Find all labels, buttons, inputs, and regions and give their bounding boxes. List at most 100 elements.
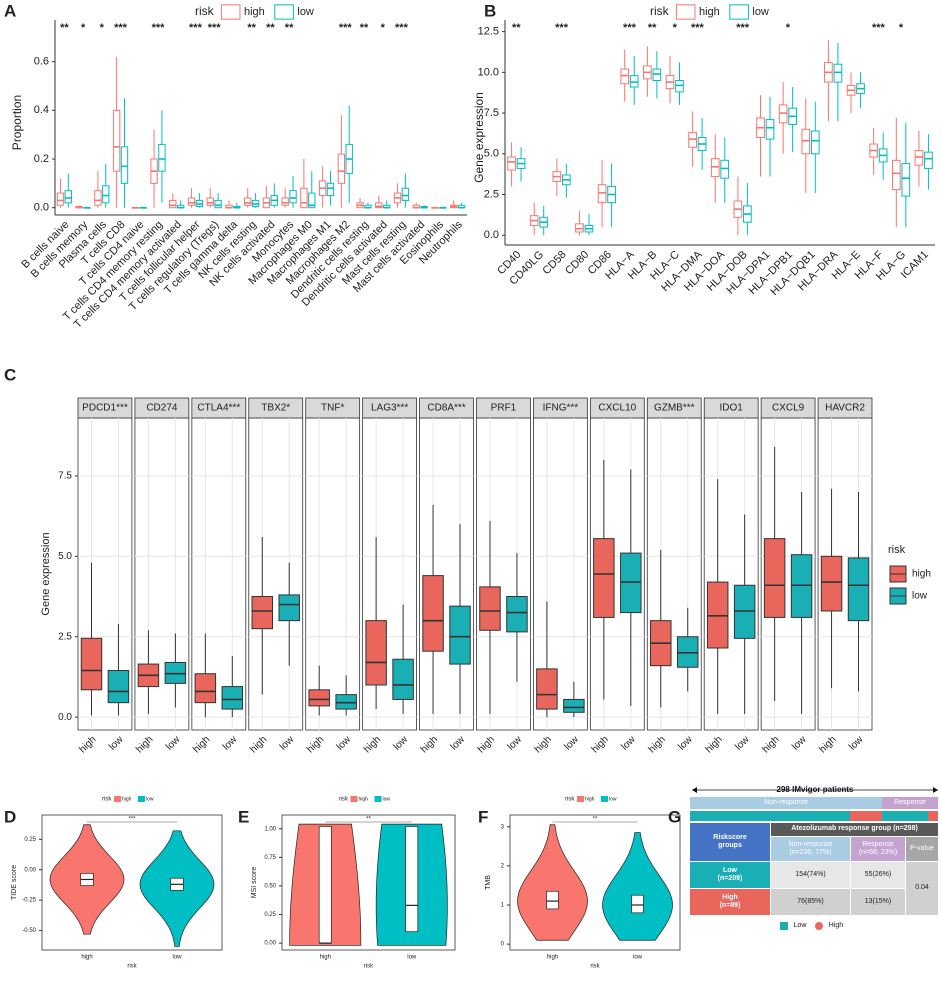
y-tick-label: 0.0 (58, 712, 72, 723)
panel (248, 417, 304, 731)
box (80, 637, 103, 691)
y-axis-label: Proportion (10, 95, 24, 150)
significance: *** (189, 22, 203, 34)
significance: ** (366, 817, 371, 823)
significance: ** (247, 22, 256, 34)
x-tick-label: CD58 (540, 249, 568, 277)
box (914, 150, 924, 166)
strip (760, 397, 816, 419)
strip-label: TNF* (321, 403, 344, 414)
x-tick-label: high (647, 734, 668, 755)
y-tick-label: 0.4 (34, 104, 49, 116)
box (620, 552, 642, 614)
legend-label: low (912, 591, 928, 602)
strip-label: GZMB*** (654, 403, 695, 414)
x-tick-label: low (506, 734, 525, 753)
box (169, 199, 177, 209)
box (507, 156, 516, 171)
legend-label: high (912, 569, 931, 580)
x-tick-label: high (547, 955, 558, 961)
g-strip (928, 811, 938, 821)
g-strip (690, 811, 938, 821)
legend-label: high (585, 796, 595, 802)
legend-key (114, 796, 121, 802)
box (214, 199, 222, 209)
strip (476, 397, 531, 419)
significance: *** (128, 817, 136, 823)
g-legend-key (815, 922, 823, 930)
significance: * (381, 22, 386, 34)
box (449, 605, 471, 665)
y-tick-label: 2.5 (484, 188, 499, 200)
y-tick-label: 1 (501, 903, 505, 909)
g-cell: 154(74%) (771, 862, 850, 888)
significance: *** (623, 22, 637, 34)
y-tick-label: 7.5 (484, 107, 499, 119)
y-tick-label: 7.5 (58, 471, 72, 482)
legend-key (729, 4, 749, 20)
legend-key (274, 4, 294, 20)
violin (602, 832, 673, 941)
x-tick-label: high (134, 734, 155, 755)
box (405, 826, 419, 933)
g-header: Riskscore groups (690, 823, 770, 861)
strip (362, 397, 417, 419)
g-title: 298 IMvigor patients (776, 785, 854, 795)
significance: ** (266, 22, 275, 34)
y-tick-label: 1.00 (264, 826, 276, 832)
box (251, 596, 274, 630)
y-tick-label: 2.5 (58, 631, 72, 642)
box (64, 190, 72, 204)
x-tick-label: low (449, 734, 468, 753)
strip-label: HAVCR2 (825, 403, 865, 414)
g-strip (850, 811, 882, 821)
box (375, 202, 383, 209)
frame (509, 814, 681, 951)
x-axis-label: risk (590, 964, 600, 970)
box (206, 197, 214, 206)
box (120, 146, 129, 184)
box (244, 197, 252, 206)
box (289, 190, 297, 204)
significance: ** (648, 22, 657, 34)
box (676, 636, 699, 668)
box (763, 538, 786, 618)
box (675, 79, 684, 93)
box (422, 575, 444, 652)
strip (191, 397, 247, 419)
strip-label: CXCL9 (772, 403, 805, 414)
y-axis-label: MSI score (251, 867, 258, 899)
box (790, 554, 813, 618)
strip (817, 397, 873, 419)
strip (589, 397, 645, 419)
box (335, 694, 357, 710)
x-tick-label: low (633, 955, 643, 961)
x-tick-label: high (533, 734, 554, 755)
x-tick-label: high (817, 734, 838, 755)
strip-label: IFNG*** (543, 403, 579, 414)
strip (305, 397, 361, 419)
panel-letter: G (668, 807, 681, 826)
y-tick-label: 5.0 (58, 551, 72, 562)
x-tick-label: high (320, 955, 331, 961)
significance: *** (339, 22, 353, 34)
strip-label: CXCL10 (598, 403, 636, 414)
strip-label: TBX2* (261, 403, 290, 414)
strip-label: PRF1 (491, 403, 517, 414)
strip (646, 397, 702, 419)
box (706, 581, 729, 649)
y-tick-label: 10.0 (478, 66, 499, 78)
x-tick-label: low (107, 734, 126, 753)
strip (77, 397, 133, 419)
legend-label: high (122, 796, 132, 802)
significance: *** (555, 22, 569, 34)
legend-title: risk (565, 797, 575, 803)
x-tick-label: low (221, 734, 240, 753)
x-tick-label: low (733, 734, 752, 753)
x-tick-label: low (164, 734, 183, 753)
box (820, 555, 843, 612)
g-cell: 13(15%) (851, 889, 905, 915)
legend-label: low (297, 6, 314, 18)
box (563, 698, 585, 713)
